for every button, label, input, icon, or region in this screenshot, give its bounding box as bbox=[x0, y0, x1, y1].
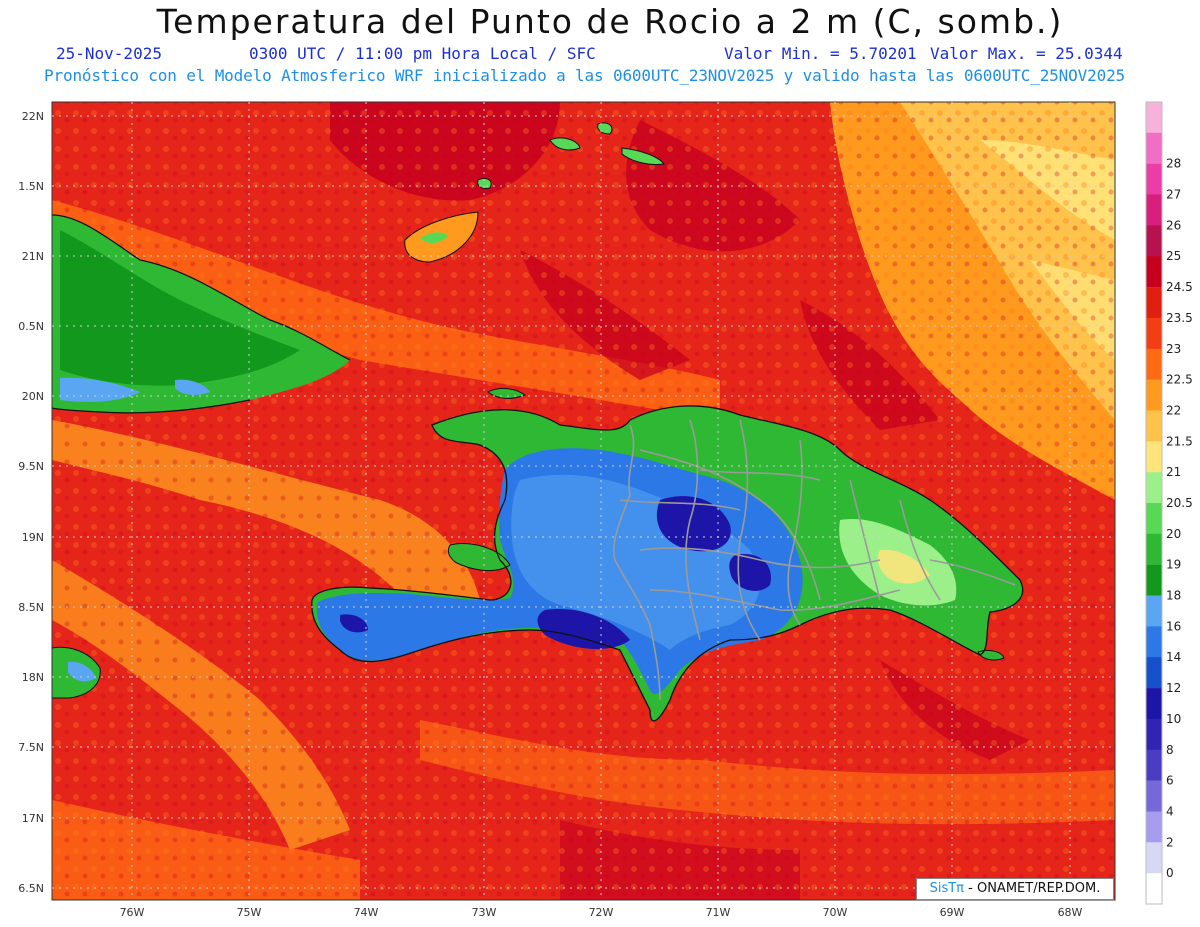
sistpi-logo: SisTπ bbox=[929, 881, 965, 896]
longitude-axis: 76W 75W 74W 73W 72W 71W 70W 69W 68W bbox=[120, 906, 1083, 919]
legend-label: 6 bbox=[1166, 774, 1174, 788]
latitude-axis: 22N 1.5N 21N 0.5N 20N 9.5N 19N 8.5N 18N … bbox=[18, 110, 44, 895]
legend-swatch bbox=[1146, 718, 1162, 750]
legend-label: 21.5 bbox=[1166, 434, 1193, 448]
lat-label: 22N bbox=[22, 110, 44, 123]
lon-label: 75W bbox=[237, 906, 262, 919]
forecast-date: 25-Nov-2025 bbox=[56, 44, 162, 63]
legend-label: 14 bbox=[1166, 650, 1181, 664]
legend-swatch bbox=[1146, 811, 1162, 843]
legend-swatch bbox=[1146, 564, 1162, 596]
lon-label: 74W bbox=[354, 906, 379, 919]
map-title: Temperatura del Punto de Rocio a 2 m (C,… bbox=[156, 2, 1064, 41]
legend-swatch bbox=[1146, 225, 1162, 257]
forecast-time: 0300 UTC / 11:00 pm Hora Local / SFC bbox=[249, 44, 596, 63]
legend-swatch bbox=[1146, 657, 1162, 689]
legend-label: 25 bbox=[1166, 249, 1181, 263]
lon-label: 72W bbox=[589, 906, 614, 919]
lat-label: 19N bbox=[22, 531, 44, 544]
lat-label: 8.5N bbox=[18, 601, 44, 614]
lat-label: 6.5N bbox=[18, 882, 44, 895]
color-legend: 2827262524.523.52322.52221.52120.5201918… bbox=[1145, 101, 1193, 905]
legend-swatch bbox=[1146, 842, 1162, 874]
shaded-field bbox=[52, 102, 1115, 900]
legend-swatch bbox=[1146, 595, 1162, 627]
legend-label: 22 bbox=[1166, 404, 1181, 418]
legend-swatch bbox=[1146, 379, 1162, 411]
legend-swatch bbox=[1146, 626, 1162, 658]
legend-swatch bbox=[1146, 533, 1162, 565]
lon-label: 68W bbox=[1058, 906, 1083, 919]
legend-swatch bbox=[1146, 287, 1162, 319]
legend-label: 19 bbox=[1166, 558, 1181, 572]
lat-label: 9.5N bbox=[18, 460, 44, 473]
legend-swatch bbox=[1146, 132, 1162, 164]
legend-label: 21 bbox=[1166, 465, 1181, 479]
legend-label: 26 bbox=[1166, 218, 1181, 232]
legend-swatch bbox=[1146, 503, 1162, 535]
credit-box: SisTπ - ONAMET/REP.DOM. bbox=[916, 878, 1114, 900]
map-grid bbox=[52, 102, 1115, 900]
legend-label: 28 bbox=[1166, 157, 1181, 171]
legend-label: 23.5 bbox=[1166, 311, 1193, 325]
legend-swatch bbox=[1146, 472, 1162, 504]
legend-swatch bbox=[1146, 410, 1162, 442]
legend-label: 20 bbox=[1166, 527, 1181, 541]
lat-label: 0.5N bbox=[18, 320, 44, 333]
legend-frame bbox=[1145, 101, 1163, 905]
lon-label: 73W bbox=[472, 906, 497, 919]
legend-label: 4 bbox=[1166, 805, 1174, 819]
legend-swatch bbox=[1146, 348, 1162, 380]
legend-swatch bbox=[1146, 194, 1162, 226]
legend-swatch bbox=[1146, 780, 1162, 812]
lat-label: 20N bbox=[22, 390, 44, 403]
model-description: Pronóstico con el Modelo Atmosferico WRF… bbox=[44, 66, 1126, 85]
lat-label: 17N bbox=[22, 812, 44, 825]
legend-label: 12 bbox=[1166, 681, 1181, 695]
legend-label: 27 bbox=[1166, 188, 1181, 202]
legend-swatch bbox=[1146, 688, 1162, 720]
legend-swatch bbox=[1146, 256, 1162, 288]
legend-label: 24.5 bbox=[1166, 280, 1193, 294]
legend-label: 10 bbox=[1166, 712, 1181, 726]
legend-label: 2 bbox=[1166, 835, 1174, 849]
lat-label: 18N bbox=[22, 671, 44, 684]
max-value: Valor Max. = 25.0344 bbox=[930, 44, 1123, 63]
legend-swatch bbox=[1146, 317, 1162, 349]
legend-label: 0 bbox=[1166, 866, 1174, 880]
lon-label: 70W bbox=[823, 906, 848, 919]
legend-swatch bbox=[1146, 441, 1162, 473]
lon-label: 69W bbox=[940, 906, 965, 919]
lat-label: 1.5N bbox=[18, 180, 44, 193]
legend-swatch bbox=[1146, 873, 1162, 905]
min-value: Valor Min. = 5.70201 bbox=[724, 44, 917, 63]
lat-label: 7.5N bbox=[18, 741, 44, 754]
legend-label: 22.5 bbox=[1166, 373, 1193, 387]
legend-label: 20.5 bbox=[1166, 496, 1193, 510]
legend-swatch bbox=[1146, 102, 1162, 134]
legend-label: 16 bbox=[1166, 619, 1181, 633]
lon-label: 71W bbox=[706, 906, 731, 919]
credit-text: - ONAMET/REP.DOM. bbox=[968, 881, 1101, 896]
lat-label: 21N bbox=[22, 250, 44, 263]
legend-label: 23 bbox=[1166, 342, 1181, 356]
legend-swatch bbox=[1146, 749, 1162, 781]
legend-label: 18 bbox=[1166, 589, 1181, 603]
legend-swatch bbox=[1146, 163, 1162, 195]
legend-label: 8 bbox=[1166, 743, 1174, 757]
lon-label: 76W bbox=[120, 906, 145, 919]
